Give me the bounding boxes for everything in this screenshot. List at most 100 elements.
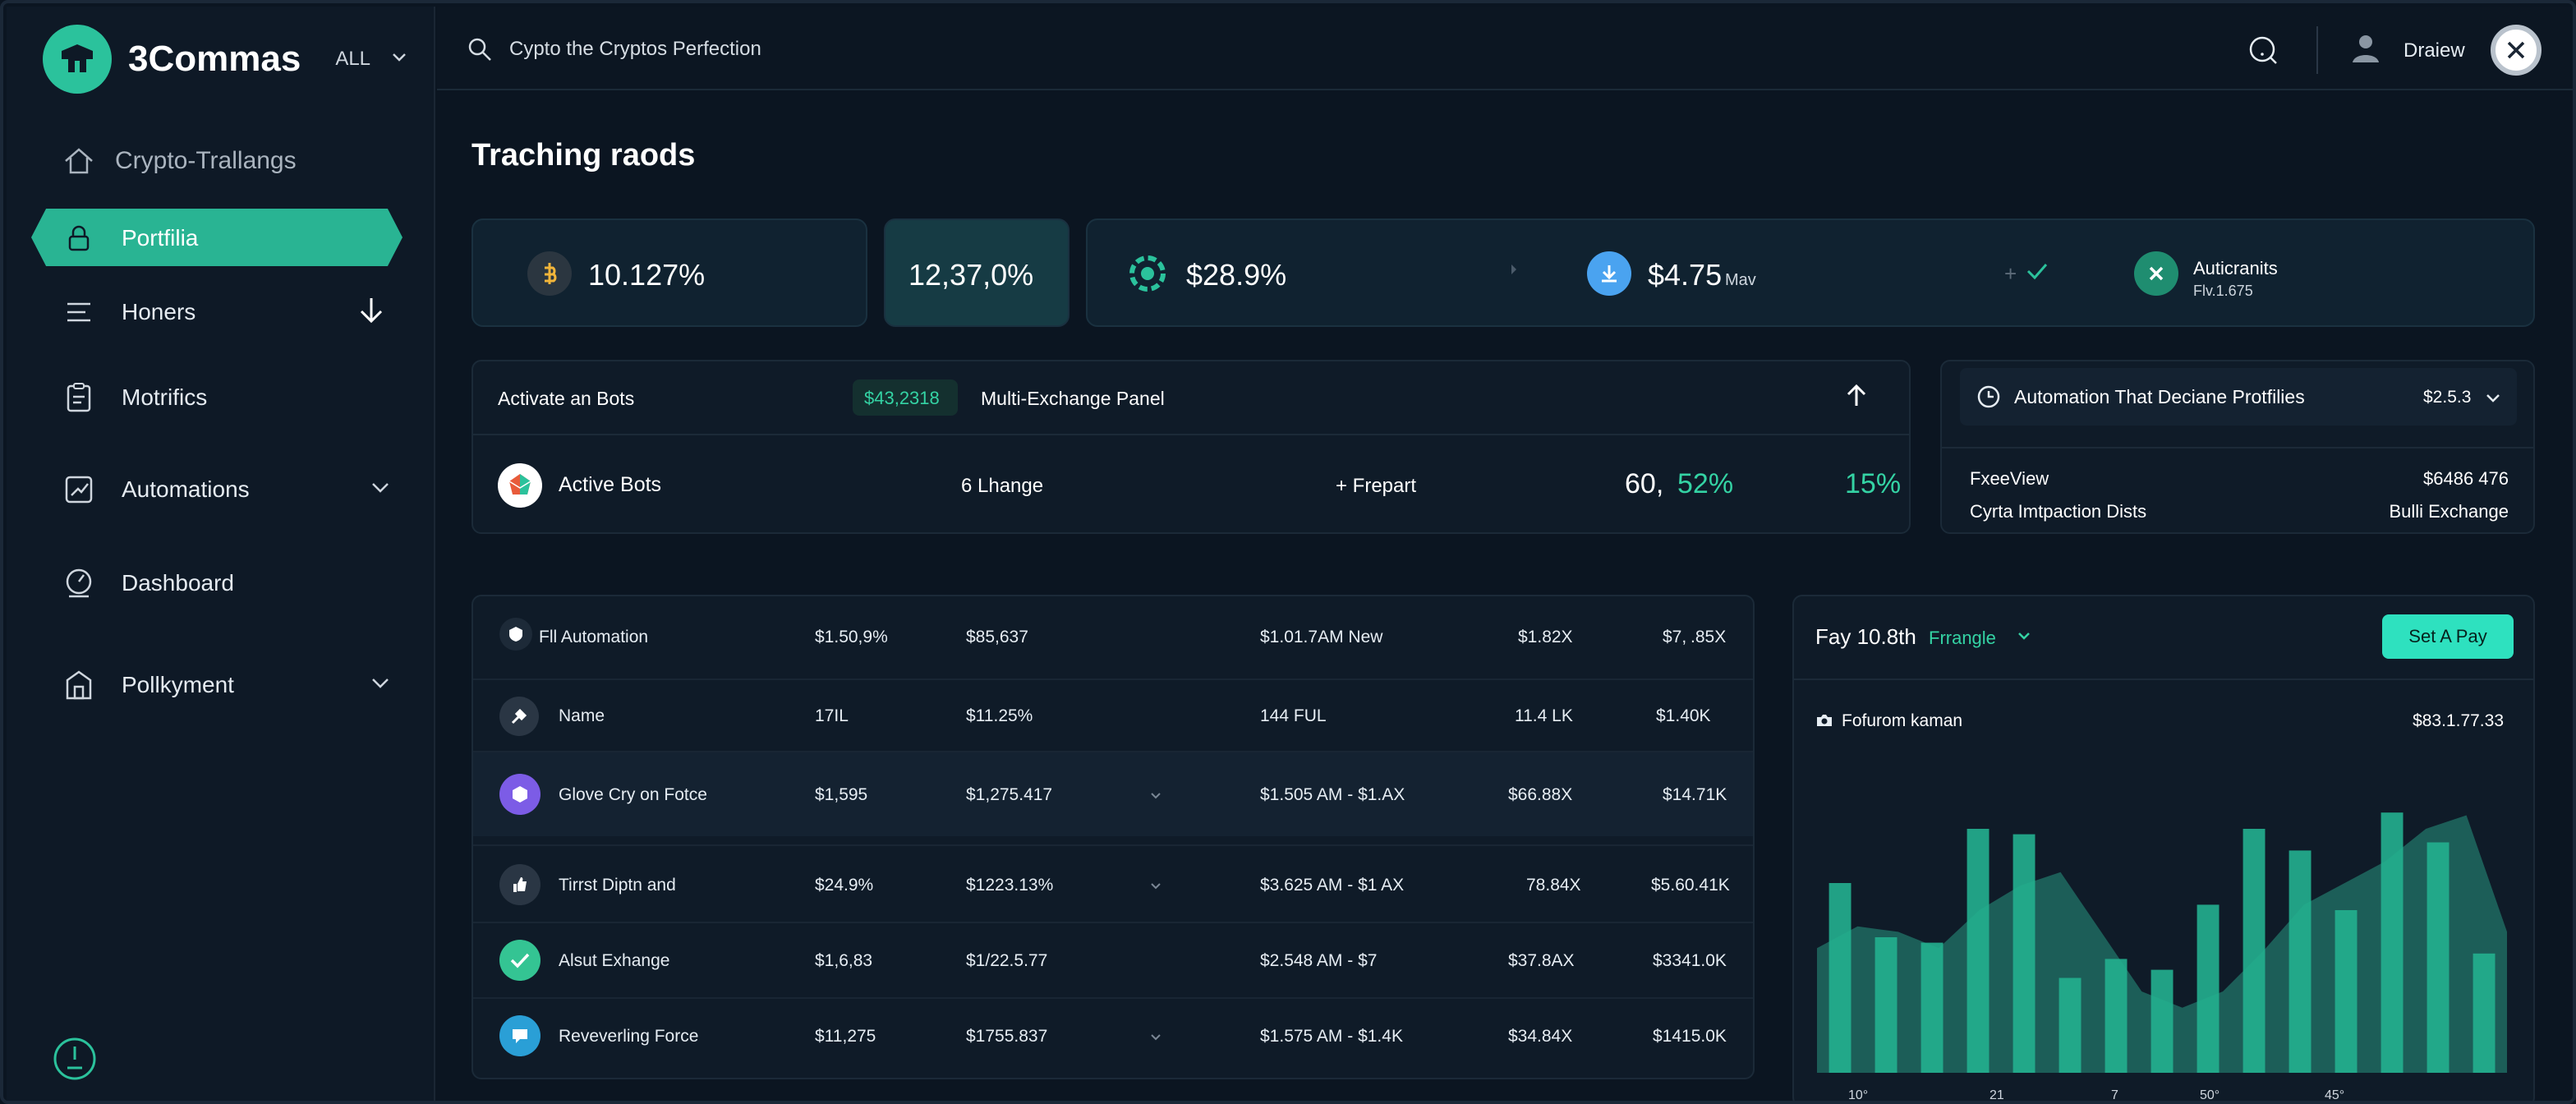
brand[interactable]: 3Commas ALL <box>43 25 407 94</box>
sidebar-item-motrifics[interactable]: Motrifics <box>7 371 435 424</box>
row-col-4: $66.88X <box>1508 785 1573 804</box>
bitcoin-icon <box>527 251 572 296</box>
power-icon[interactable] <box>51 1035 99 1083</box>
chart-bar[interactable] <box>2058 978 2082 1074</box>
chevron-down-icon[interactable] <box>371 678 389 693</box>
help-search-icon[interactable] <box>2247 34 2279 70</box>
row-col-1: $11,275 <box>815 1027 876 1046</box>
table-row[interactable]: Reveverling Force $11,275 $1755.837 $1.5… <box>473 997 1753 1076</box>
chevron-down-icon[interactable] <box>1150 1027 1162 1046</box>
row-col-5: $3341.0K <box>1653 951 1727 970</box>
chevron-down-icon[interactable] <box>1150 876 1162 895</box>
chart-bar[interactable] <box>1920 942 1944 1073</box>
chevron-down-icon[interactable] <box>2017 631 2031 646</box>
sidebar-item-automations[interactable]: Automations <box>7 463 435 516</box>
row-col-2: $1223.13% <box>966 876 1054 895</box>
chart-bar[interactable] <box>2288 850 2312 1073</box>
panel-title: Automation That Deciane Protfilies <box>2014 386 2305 407</box>
stat-subtitle: Flv.1.675 <box>2193 283 2253 299</box>
x-tick-label: 50° <box>2200 1088 2220 1102</box>
arrow-up-icon[interactable] <box>1845 383 1868 412</box>
sidebar-item-dashboard[interactable]: Dashboard <box>7 557 435 610</box>
value-badge: $43,2318 <box>853 380 958 416</box>
area-series <box>1817 815 2507 1073</box>
chart-bar[interactable] <box>2196 904 2220 1073</box>
automation-row-value: $6486 476 <box>2423 468 2509 489</box>
user-name[interactable]: Draiew <box>2404 39 2465 62</box>
x-tick-label: 21 <box>1990 1088 2004 1102</box>
chart-bar[interactable] <box>2150 969 2174 1073</box>
thumbs-up-icon <box>499 864 540 905</box>
row-col-3: $3.625 AM - $1 AX <box>1260 876 1405 895</box>
sidebar-item-honers[interactable]: Honers <box>7 286 435 338</box>
chart-bar[interactable] <box>2334 910 2358 1073</box>
stat-value[interactable]: $28.9% <box>1186 258 1287 292</box>
row-col-5: $1.40K <box>1656 706 1711 725</box>
automation-table: Fll Automation $1.50,9% $85,637 $1.01.7A… <box>472 595 1755 1079</box>
stat-card-1[interactable]: 10.127% <box>472 218 867 327</box>
header-col-3: $1.01.7AM New <box>1260 628 1383 646</box>
automation-header[interactable]: Automation That Deciane Protfilies $2.5.… <box>1960 368 2517 426</box>
header-col-2: $85,637 <box>966 628 1028 646</box>
chevron-down-icon[interactable] <box>392 52 407 67</box>
sidebar-item-label: Automations <box>122 476 250 502</box>
home-icon <box>61 143 97 179</box>
chart-bar[interactable] <box>2426 842 2450 1074</box>
sidebar-item-label: Portfilia <box>122 225 199 251</box>
search-input[interactable] <box>509 26 1659 72</box>
sidebar-item-portfolio[interactable]: Portfilia <box>7 212 435 264</box>
chart-bar[interactable] <box>2012 834 2036 1073</box>
user-icon[interactable] <box>2349 31 2382 68</box>
table-row[interactable]: Glove Cry on Fotce $1,595 $1,275.417 $1.… <box>473 751 1753 836</box>
chart-bar[interactable] <box>2380 812 2404 1073</box>
table-row[interactable]: Alsut Exhange $1,6,83 $1/22.5.77 $2.548 … <box>473 922 1753 997</box>
row-exchange: 6 Lhange <box>961 475 1044 497</box>
stat-value: 10.127% <box>588 258 706 292</box>
dashboard-gauge-icon <box>61 565 97 601</box>
range-select[interactable]: Frrangle <box>1929 628 1996 648</box>
chevron-down-icon[interactable] <box>1150 785 1162 805</box>
stat-unit: Mav <box>1725 271 1756 289</box>
sidebar-item-crypto-trading[interactable]: Crypto-Trallangs <box>7 135 435 187</box>
stat-value[interactable]: $4.75 <box>1648 258 1723 292</box>
chart-bar[interactable] <box>2242 829 2266 1073</box>
filter-select[interactable]: ALL <box>335 48 371 70</box>
automation-row-label: FxeeView <box>1970 468 2049 489</box>
chart-panel: Fay 10.8th Frrangle Fofurom kaman $83.1.… <box>1792 595 2535 1102</box>
chart-bar[interactable] <box>1828 883 1852 1073</box>
automation-panel: Automation That Deciane Protfilies $2.5.… <box>1940 360 2535 534</box>
table-row[interactable]: Tirrst Diptn and $24.9% $1223.13% $3.625… <box>473 844 1753 922</box>
chart-bar[interactable] <box>1874 937 1898 1073</box>
chevron-down-icon[interactable] <box>371 482 389 498</box>
row-col-1: $1,595 <box>815 785 868 804</box>
automation-row-label: Cyrta Imtpaction Dists <box>1970 501 2147 522</box>
check-icon <box>2026 261 2049 285</box>
checkmark-icon <box>499 940 540 981</box>
chevron-down-icon[interactable] <box>2486 393 2500 407</box>
chart-bar[interactable] <box>2472 953 2496 1073</box>
bot-avatar-icon <box>498 463 542 508</box>
sidebar-item-label: Honers <box>122 299 196 324</box>
row-col-4: 11.4 LK <box>1515 706 1573 725</box>
row-name: Reveverling Force <box>559 1027 699 1046</box>
stat-value: 12,37,0% <box>908 258 1034 292</box>
download-icon <box>1587 251 1631 296</box>
bot-shield-icon <box>499 618 532 651</box>
camera-icon <box>1815 713 1833 732</box>
arrow-down-icon[interactable] <box>358 297 384 329</box>
set-a-pay-button[interactable]: Set A Pay <box>2382 614 2514 659</box>
sidebar-item-pollkyment[interactable]: Pollkyment <box>7 659 435 711</box>
prepare-link[interactable]: + Frepart <box>1336 475 1417 497</box>
stat-title[interactable]: Auticranits <box>2193 258 2278 278</box>
close-button[interactable] <box>2491 25 2542 76</box>
chart-bar[interactable] <box>1966 829 1990 1073</box>
table-row[interactable]: Name 17IL $11.25% 144 FUL 11.4 LK $1.40K <box>473 678 1753 751</box>
row-col-2: $1755.837 <box>966 1027 1048 1046</box>
stat-card-2[interactable]: 12,37,0% <box>884 218 1070 327</box>
x-icon <box>2134 251 2178 296</box>
row-label[interactable]: Active Bots <box>559 473 662 496</box>
wrench-icon <box>499 697 539 736</box>
chart-bar[interactable] <box>2104 959 2128 1073</box>
row-name: Tirrst Diptn and <box>559 876 676 895</box>
